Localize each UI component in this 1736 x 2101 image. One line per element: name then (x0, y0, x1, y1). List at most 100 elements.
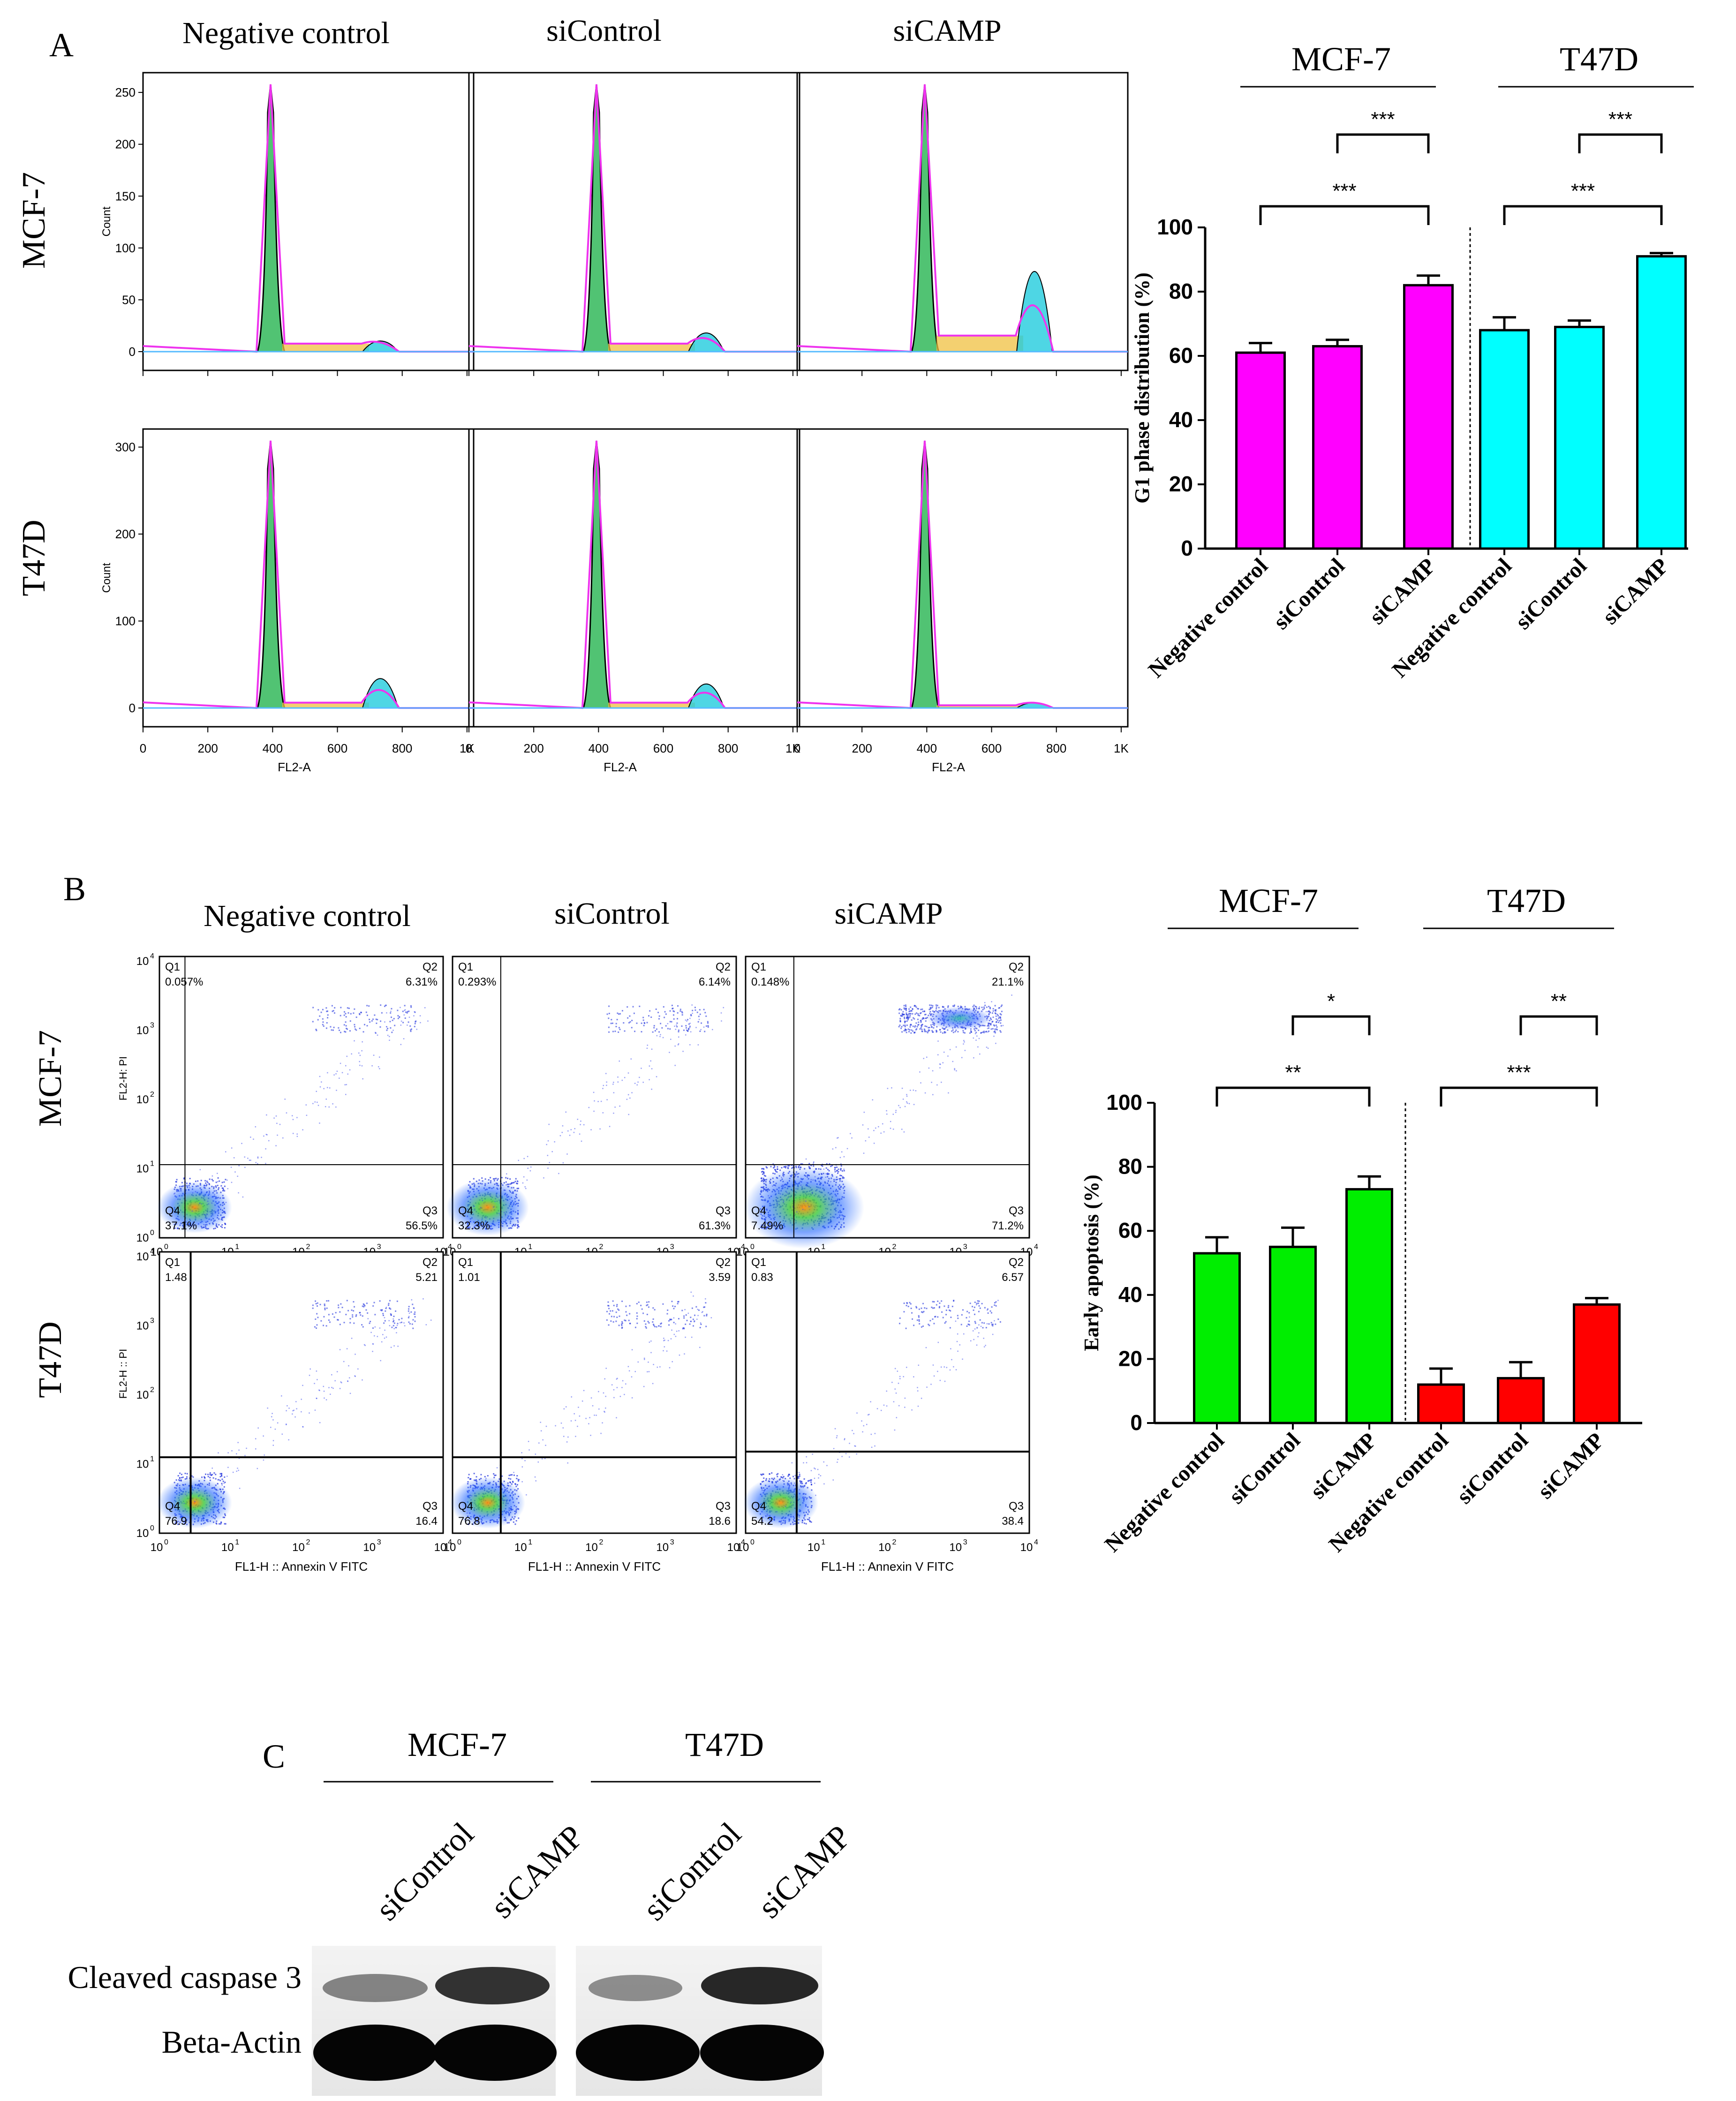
x-tick-exponent: 4 (741, 1243, 745, 1251)
histogram-plot: 0 200 400 600 800 1K FL2-A (466, 428, 800, 774)
significance-bracket (1336, 133, 1430, 153)
y-tick-label: 200 (115, 527, 136, 541)
panel-b-flow-plots: Negative control siControl siCAMP MCF-7 … (32, 896, 1038, 1574)
g2-peak (687, 683, 725, 708)
quadrant-name: Q2 (423, 1256, 438, 1269)
quadrant-value: 0.293% (458, 976, 496, 988)
panel-b-row-label: T47D (32, 1321, 68, 1398)
lane-label: siCAMP (484, 1819, 591, 1926)
x-tick-label: 10 (656, 1541, 669, 1554)
x-axis-label: FL2-A (604, 760, 637, 774)
x-tick-label: 400 (589, 741, 609, 755)
density-core (744, 1166, 864, 1249)
y-tick-exponent: 3 (150, 1022, 154, 1030)
y-tick-label: 10 (136, 1527, 149, 1540)
quadrant-value: 1.01 (458, 1271, 480, 1284)
quadrant-value: 6.57 (1002, 1271, 1024, 1284)
quadrant-name: Q3 (1009, 1500, 1024, 1513)
fit-curve (143, 84, 474, 353)
plot-frame (796, 428, 1129, 728)
x-tick-exponent: 3 (963, 1538, 967, 1546)
y-tick-label: 300 (115, 440, 136, 454)
quadrant-value: 56.5% (406, 1220, 438, 1232)
bar (1573, 1303, 1621, 1424)
panel-a-col-title: siCAMP (893, 14, 1001, 48)
y-tick-label: 150 (115, 189, 136, 203)
quadrant-name: Q3 (423, 1205, 438, 1217)
x-tick-label: 200 (197, 741, 218, 755)
panel-a-row-label: MCF-7 (16, 172, 52, 269)
quadrant-name: Q4 (165, 1205, 180, 1217)
x-tick-exponent: 2 (599, 1243, 604, 1251)
g1-bar-chart: MCF-7 T47D 0 20 40 60 80 100 G1 phase distribu… (1131, 40, 1694, 683)
y-tick-label: 0 (1181, 536, 1193, 560)
x-tick-label: siControl (1268, 553, 1350, 634)
x-tick-label: siCAMP (1306, 1428, 1381, 1504)
quadrant-value: 7.49% (751, 1220, 783, 1232)
y-tick-label: 80 (1118, 1154, 1142, 1179)
x-tick-label: 10 (737, 1541, 749, 1554)
flow-scatter-plot: Q10.148%Q221.1%Q47.49%Q371.2%10010110210… (737, 956, 1038, 1258)
quadrant-name: Q2 (716, 1256, 731, 1269)
x-tick-exponent: 4 (1034, 1538, 1038, 1546)
x-tick-label: 10 (727, 1541, 740, 1554)
quadrant-value: 37.1% (165, 1220, 197, 1232)
histogram-plot: 0 50 100 150 200 250 Count (100, 72, 475, 376)
panel-a-col-title: siControl (546, 14, 662, 48)
quadrant-value: 6.14% (699, 976, 731, 988)
significance-bracket (1259, 205, 1430, 225)
x-tick-exponent: 1 (821, 1243, 825, 1251)
x-tick-label: 10 (434, 1541, 447, 1554)
plot-frame (142, 72, 475, 371)
x-tick-exponent: 1 (235, 1538, 239, 1546)
x-tick-label: 400 (263, 741, 283, 755)
s-phase-area (936, 335, 1023, 352)
bar (1417, 1383, 1465, 1424)
significance-bracket (1215, 1086, 1371, 1107)
y-tick-label: 0 (129, 345, 136, 359)
x-tick-exponent: 1 (235, 1243, 239, 1251)
plot-frame (796, 72, 1129, 371)
quadrant-value: 18.6 (709, 1515, 731, 1528)
y-tick-label: 10 (136, 1093, 149, 1106)
quadrant-value: 1.48 (165, 1271, 187, 1284)
blot-band (323, 1974, 428, 2002)
lane-label: siControl (369, 1816, 481, 1928)
bar (1269, 1245, 1317, 1424)
panel-a-histograms: Negative control siControl siCAMP MCF-7 … (16, 14, 1129, 774)
significance-label: *** (1571, 180, 1595, 203)
fit-curve (797, 84, 1128, 353)
x-tick-label: siCAMP (1533, 1428, 1609, 1504)
y-tick-label: 20 (1118, 1346, 1142, 1371)
y-tick-exponent: 1 (150, 1455, 154, 1463)
plot-frame (468, 428, 800, 728)
quadrant-value: 54.2 (751, 1515, 773, 1528)
x-tick-exponent: 3 (963, 1243, 967, 1251)
g1-peak (582, 84, 612, 353)
quadrant-name: Q1 (165, 1256, 180, 1269)
y-tick-label: 10 (136, 955, 149, 968)
quadrant-value: 3.59 (709, 1271, 731, 1284)
quadrant-value: 16.4 (415, 1515, 438, 1528)
histogram-plot (468, 72, 800, 376)
blot-group-label: MCF-7 (408, 1726, 507, 1763)
x-tick-exponent: 1 (821, 1538, 825, 1546)
y-tick-exponent: 3 (150, 1317, 154, 1325)
x-tick-exponent: 3 (670, 1538, 674, 1546)
quadrant-name: Q2 (716, 961, 731, 973)
g1-peak (256, 84, 286, 353)
blot-band (589, 1975, 682, 2001)
chart-group-label: MCF-7 (1291, 40, 1391, 78)
quadrant-name: Q3 (423, 1500, 438, 1513)
panel-label-c: C (263, 1738, 285, 1775)
significance-label: *** (1507, 1061, 1531, 1084)
flow-scatter-plot: Q10.293%Q26.14%Q432.3%Q361.3%10010110210… (444, 956, 745, 1258)
flow-scatter-plot: Q10.057%Q26.31%Q437.1%Q356.5%10010010110… (117, 952, 452, 1258)
y-tick-label: 250 (115, 85, 136, 99)
quadrant-value: 32.3% (458, 1220, 490, 1232)
x-tick-label: 10 (221, 1541, 234, 1554)
significance-label: ** (1285, 1061, 1301, 1084)
panel-b-row-label: MCF-7 (32, 1030, 68, 1127)
